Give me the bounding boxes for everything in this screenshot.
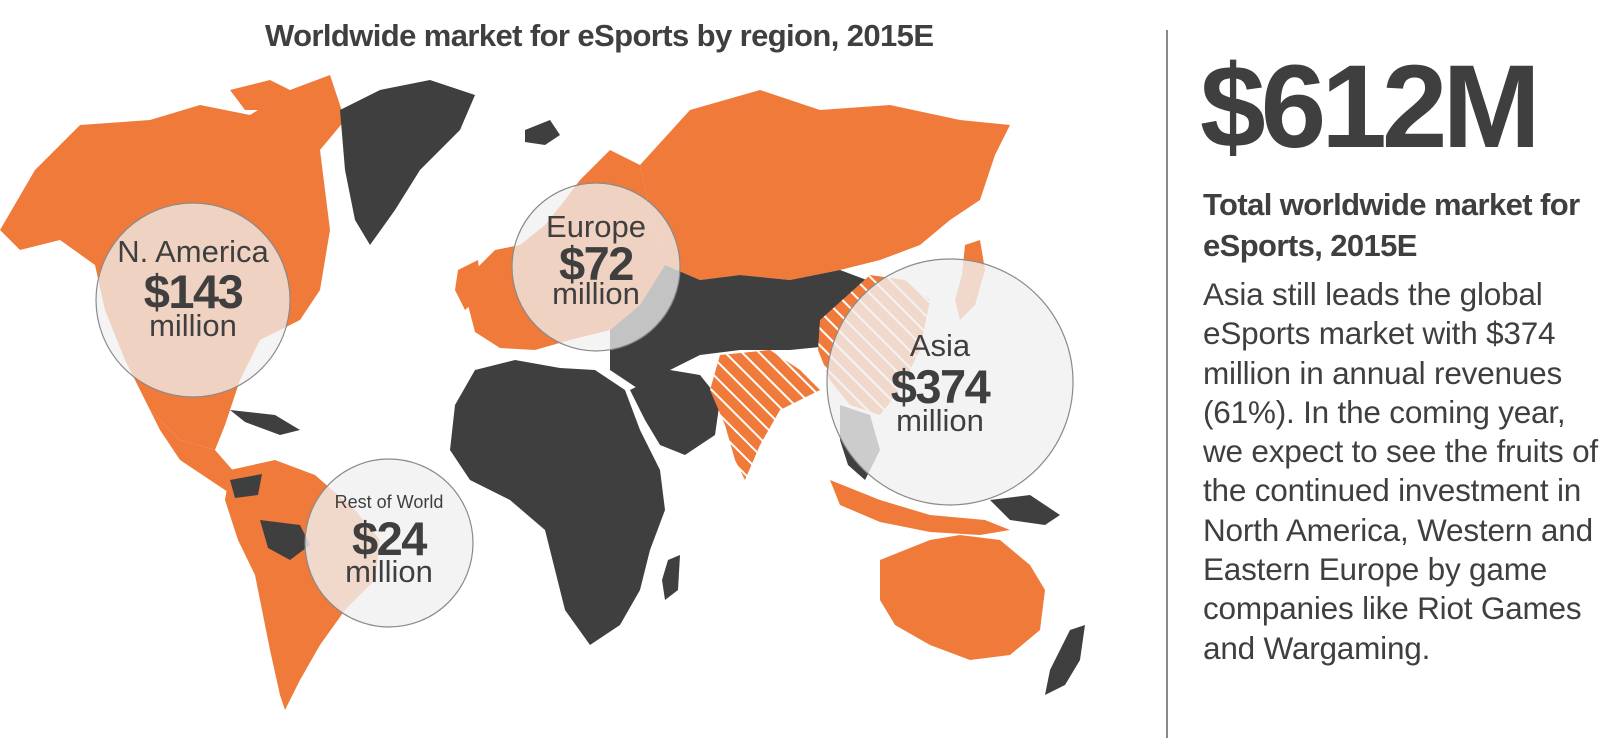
bubble-value-asia: $374 <box>891 360 991 413</box>
bubble-label-asia: Asia <box>910 328 971 363</box>
bubble-value-north-america: $143 <box>144 265 243 318</box>
central-america-shape <box>150 410 250 500</box>
bubble-unit-north-america: million <box>149 308 237 343</box>
bubble-value-europe: $72 <box>559 237 633 290</box>
bubble-label-north-america: N. America <box>117 234 269 269</box>
bubble-unit-rest-of-world: million <box>345 554 433 589</box>
new-zealand-shape <box>1045 625 1085 695</box>
uk-shape <box>455 260 482 310</box>
total-market-label: Total worldwide market for eSports, 2015… <box>1203 187 1580 263</box>
bubble-unit-europe: million <box>552 276 640 311</box>
arctic-islands-shape <box>230 80 300 110</box>
bubble-label-rest-of-world: Rest of World <box>335 492 444 512</box>
bubble-asia: Asia $374 million <box>826 258 1074 506</box>
iceland-shape <box>525 120 560 145</box>
vertical-divider <box>1166 30 1168 738</box>
total-market-value: $612M <box>1200 41 1541 173</box>
world-map: N. America $143 million Europe $72 milli… <box>0 75 1085 710</box>
bubble-value-rest-of-world: $24 <box>352 512 427 565</box>
africa-shape <box>450 360 665 645</box>
madagascar-shape <box>662 555 680 600</box>
caribbean-shape <box>230 410 300 435</box>
greenland-shape <box>340 80 475 245</box>
australia-shape <box>880 535 1045 660</box>
russia-shape <box>640 90 1010 280</box>
india-shape <box>710 350 820 480</box>
bubble-label-europe: Europe <box>546 209 646 244</box>
bubble-europe: Europe $72 million <box>511 182 681 352</box>
market-description: Asia still leads the global eSports mark… <box>1203 276 1598 666</box>
central-asia-shape <box>610 265 880 390</box>
south-america-dark-shape <box>230 474 310 560</box>
bubble-unit-asia: million <box>896 403 984 438</box>
chart-title: Worldwide market for eSports by region, … <box>265 18 934 53</box>
indonesia-shape <box>830 480 1010 535</box>
bubble-rest-of-world: Rest of World $24 million <box>304 458 474 628</box>
arabia-shape <box>630 370 720 455</box>
bubble-north-america: N. America $143 million <box>95 202 291 398</box>
new-guinea-shape <box>990 495 1060 525</box>
